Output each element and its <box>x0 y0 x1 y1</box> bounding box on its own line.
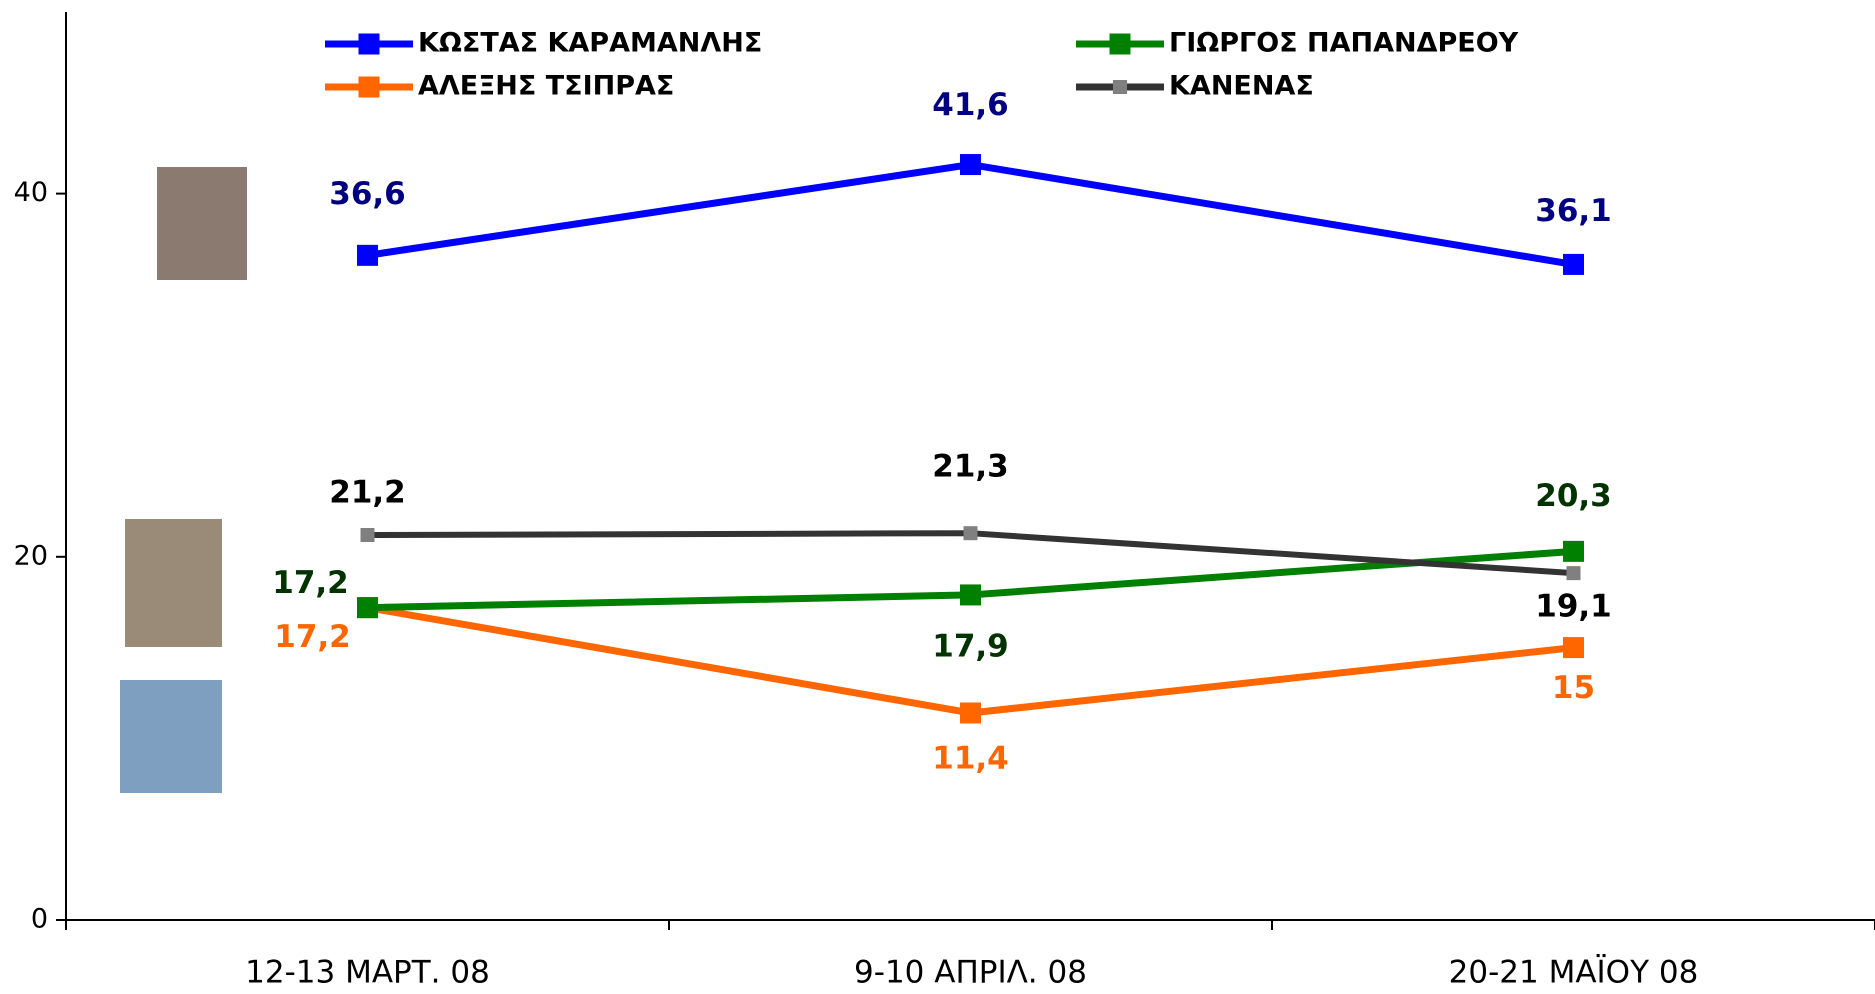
value-label: 19,1 <box>1535 589 1612 625</box>
marker <box>960 584 981 605</box>
legend-marker <box>1113 80 1127 94</box>
photo <box>120 680 222 793</box>
value-label: 36,6 <box>329 176 406 212</box>
chart: 0 20 40 12-13 ΜΑΡΤ. 08 9-10 ΑΠΡΙΛ. 08 20-21 Μ… <box>0 0 1875 994</box>
marker <box>1563 637 1584 658</box>
marker <box>1563 254 1584 275</box>
marker <box>960 702 981 723</box>
y-tick-label: 0 <box>31 904 48 935</box>
legend-marker <box>359 77 380 98</box>
value-label: 21,3 <box>932 449 1009 485</box>
value-label: 17,2 <box>274 619 351 655</box>
photo <box>125 519 222 647</box>
marker <box>357 597 378 618</box>
x-tick-label: 12-13 ΜΑΡΤ. 08 <box>245 955 490 991</box>
value-label: 11,4 <box>932 740 1009 776</box>
page: {"chart_data": {"type": "line", "categor… <box>0 0 1875 994</box>
legend-label: ΚΩΣΤΑΣ ΚΑΡΑΜΑΝΛΗΣ <box>418 28 762 59</box>
x-tick-label: 20-21 ΜΑΪΟΥ 08 <box>1449 955 1699 991</box>
y-tick-label: 20 <box>14 540 48 571</box>
value-label: 17,2 <box>272 565 349 601</box>
marker <box>964 526 978 540</box>
line <box>368 165 1574 265</box>
legend-label: ΑΛΕΞΗΣ ΤΣΙΠΡΑΣ <box>418 71 674 102</box>
value-label: 41,6 <box>932 87 1009 123</box>
value-label: 15 <box>1552 670 1595 706</box>
marker <box>357 245 378 266</box>
legend-marker <box>359 34 380 55</box>
marker <box>1563 541 1584 562</box>
marker <box>361 528 375 542</box>
marker <box>1567 566 1581 580</box>
x-tick-label: 9-10 ΑΠΡΙΛ. 08 <box>854 955 1087 991</box>
value-label: 17,9 <box>932 628 1009 664</box>
value-label: 21,2 <box>329 475 406 511</box>
legend-marker <box>1110 34 1131 55</box>
legend-label: ΓΙΩΡΓΟΣ ΠΑΠΑΝΔΡΕΟΥ <box>1169 28 1519 59</box>
y-tick-label: 40 <box>14 177 48 208</box>
value-label: 20,3 <box>1535 478 1612 514</box>
photo <box>157 167 247 280</box>
marker <box>960 154 981 175</box>
value-label: 36,1 <box>1535 193 1612 229</box>
legend-label: ΚΑΝΕΝΑΣ <box>1169 71 1314 102</box>
